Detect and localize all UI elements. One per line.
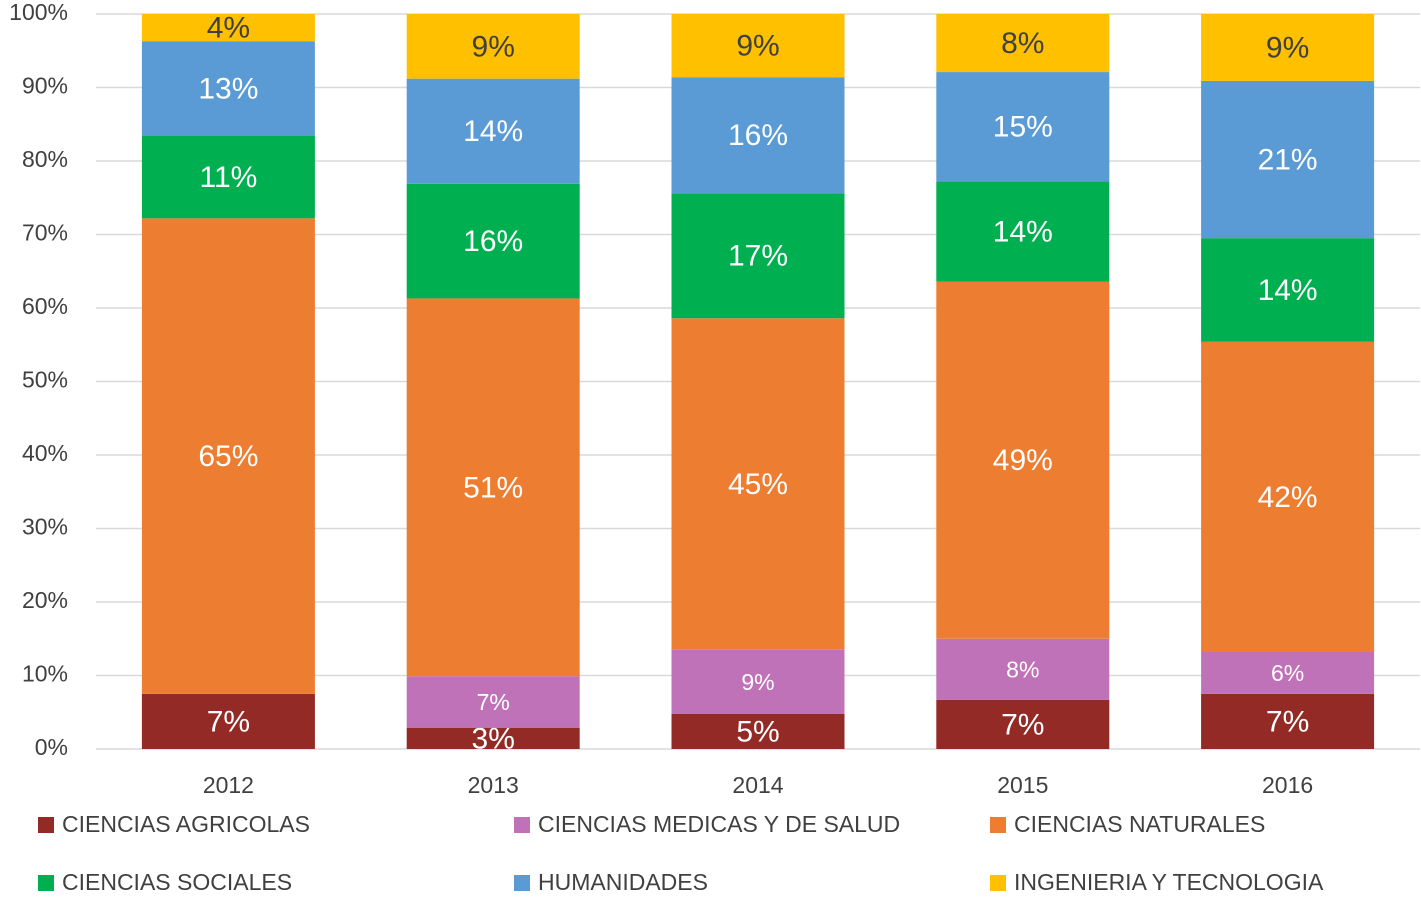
bar-segment	[1201, 238, 1375, 342]
bar-segment	[141, 136, 315, 219]
bar-segment	[1201, 14, 1375, 81]
bar-segment	[406, 298, 580, 677]
x-tick-label: 2016	[1262, 772, 1313, 798]
bar-segment	[1201, 341, 1375, 652]
y-tick-label: 100%	[9, 0, 68, 25]
y-tick-label: 40%	[22, 440, 68, 466]
bar-segment	[936, 699, 1110, 749]
bar-segment	[141, 14, 315, 42]
legend-swatch	[38, 817, 54, 833]
legend-item: HUMANIDADES	[514, 869, 708, 895]
bar-segment	[1201, 651, 1375, 694]
bar-segment	[1201, 80, 1375, 239]
data-label: 9%	[736, 30, 779, 63]
bar-segment	[406, 676, 580, 728]
y-tick-label: 70%	[22, 220, 68, 246]
bar-segment	[406, 727, 580, 749]
data-label: 9%	[741, 669, 774, 695]
y-tick-label: 50%	[22, 367, 68, 393]
bar-segment	[671, 713, 845, 749]
y-tick-label: 80%	[22, 146, 68, 172]
data-label: 16%	[728, 119, 788, 152]
legend-item: CIENCIAS NATURALES	[990, 811, 1265, 837]
y-tick-label: 30%	[22, 514, 68, 540]
bar-segment	[671, 318, 845, 650]
data-label: 14%	[1258, 274, 1318, 307]
data-label: 11%	[199, 161, 257, 194]
x-tick-label: 2013	[468, 772, 519, 798]
data-label: 42%	[1258, 481, 1318, 514]
data-label: 8%	[1001, 27, 1044, 60]
data-label: 13%	[198, 73, 258, 106]
data-label: 4%	[207, 12, 250, 45]
bar-segment	[141, 41, 315, 137]
x-tick-label: 2015	[997, 772, 1048, 798]
legend-item: CIENCIAS SOCIALES	[38, 869, 292, 895]
data-label: 9%	[1266, 31, 1309, 64]
bar-segment	[671, 77, 845, 194]
y-tick-label: 0%	[35, 734, 68, 760]
legend-swatch	[990, 875, 1006, 891]
y-tick-label: 90%	[22, 73, 68, 99]
bar-segment	[936, 14, 1110, 73]
legend-label: INGENIERIA Y TECNOLOGIA	[1014, 869, 1324, 895]
legend-label: CIENCIAS MEDICAS Y DE SALUD	[538, 811, 900, 837]
legend-label: CIENCIAS AGRICOLAS	[62, 811, 310, 837]
legend-swatch	[990, 817, 1006, 833]
data-label: 21%	[1258, 143, 1318, 176]
x-tick-label: 2014	[732, 772, 783, 798]
data-label: 51%	[463, 471, 523, 504]
legend-item: CIENCIAS MEDICAS Y DE SALUD	[514, 811, 900, 837]
data-label: 15%	[993, 111, 1053, 144]
bar-segment	[936, 281, 1110, 639]
data-label: 17%	[728, 240, 788, 273]
legend-swatch	[514, 817, 530, 833]
y-tick-label: 60%	[22, 293, 68, 319]
data-label: 8%	[1006, 656, 1039, 682]
data-label: 49%	[993, 444, 1053, 477]
data-label: 45%	[728, 468, 788, 501]
legend-swatch	[514, 875, 530, 891]
data-label: 14%	[993, 215, 1053, 248]
bar-segment	[406, 78, 580, 184]
bar-segment	[671, 14, 845, 78]
legend-item: CIENCIAS AGRICOLAS	[38, 811, 310, 837]
data-label: 7%	[207, 705, 250, 738]
bar-segment	[406, 183, 580, 299]
bar-segment	[671, 649, 845, 714]
legend-label: CIENCIAS NATURALES	[1014, 811, 1265, 837]
data-label: 7%	[477, 689, 510, 715]
data-label: 14%	[463, 115, 523, 148]
bar-segment	[406, 14, 580, 79]
bar-segment	[141, 693, 315, 749]
legend-label: HUMANIDADES	[538, 869, 708, 895]
data-label: 65%	[198, 440, 258, 473]
data-label: 3%	[472, 722, 515, 755]
bar-segment	[936, 181, 1110, 282]
data-label: 9%	[472, 30, 515, 63]
y-tick-label: 20%	[22, 587, 68, 613]
legend-label: CIENCIAS SOCIALES	[62, 869, 292, 895]
data-label: 7%	[1266, 705, 1309, 738]
data-label: 5%	[736, 715, 779, 748]
legend-swatch	[38, 875, 54, 891]
bar-segment	[141, 218, 315, 694]
data-label: 16%	[463, 225, 523, 258]
legend-item: INGENIERIA Y TECNOLOGIA	[990, 869, 1324, 895]
data-label: 7%	[1001, 708, 1044, 741]
x-tick-label: 2012	[203, 772, 254, 798]
bar-segment	[936, 72, 1110, 182]
data-label: 6%	[1271, 660, 1304, 686]
y-tick-label: 10%	[22, 661, 68, 687]
bar-segment	[671, 193, 845, 319]
bar-segment	[1201, 693, 1375, 749]
bar-segment	[936, 638, 1110, 700]
